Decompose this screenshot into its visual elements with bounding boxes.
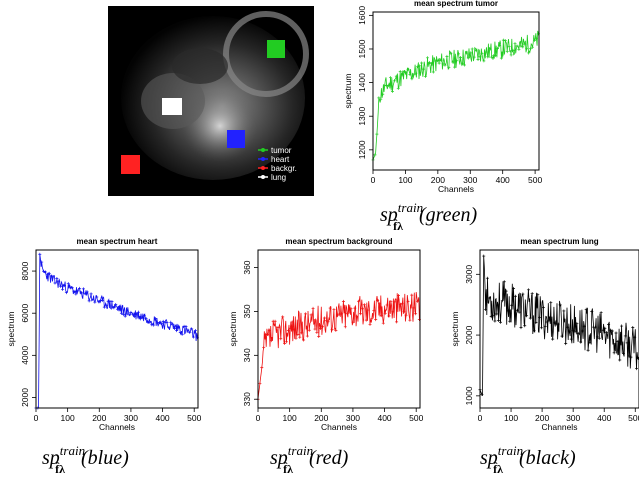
y-tick-label: 3000 bbox=[464, 265, 474, 284]
series-line bbox=[36, 254, 198, 409]
y-tick-label: 2000 bbox=[464, 325, 474, 344]
y-axis-label: spectrum bbox=[450, 312, 460, 347]
roi-heart bbox=[227, 130, 245, 148]
y-axis-label: spectrum bbox=[228, 312, 238, 347]
x-tick-label: 0 bbox=[478, 413, 483, 423]
series-line bbox=[257, 291, 420, 400]
y-tick-label: 360 bbox=[242, 260, 252, 274]
legend-marker bbox=[261, 148, 265, 152]
caption-red: sptrainf̂λ (red) bbox=[270, 443, 349, 476]
x-tick-label: 500 bbox=[628, 413, 639, 423]
y-tick-label: 1600 bbox=[357, 6, 367, 25]
plot-frame bbox=[479, 249, 639, 409]
plot-frame bbox=[257, 249, 421, 409]
y-tick-label: 8000 bbox=[20, 261, 30, 280]
x-tick-label: 400 bbox=[155, 413, 169, 423]
y-axis-label: spectrum bbox=[6, 312, 16, 347]
x-tick-label: 0 bbox=[371, 175, 376, 185]
x-tick-label: 400 bbox=[496, 175, 510, 185]
x-tick-label: 500 bbox=[409, 413, 423, 423]
y-tick-label: 350 bbox=[242, 304, 252, 318]
chart-heart: mean spectrum heart 0 100 200 300 400 500 2000 4… bbox=[6, 237, 202, 432]
chart-background: mean spectrum background 0 100 200 300 400 500… bbox=[228, 237, 424, 432]
y-axis-label: spectrum bbox=[343, 74, 353, 109]
plot-frame bbox=[35, 249, 199, 409]
series-line bbox=[479, 256, 639, 396]
x-tick-label: 400 bbox=[377, 413, 391, 423]
x-tick-label: 200 bbox=[535, 413, 549, 423]
legend-marker bbox=[261, 166, 265, 170]
x-axis-label: Channels bbox=[321, 422, 357, 432]
x-axis-label: Channels bbox=[99, 422, 135, 432]
x-tick-label: 500 bbox=[187, 413, 201, 423]
y-tick-label: 4000 bbox=[20, 346, 30, 365]
plot-frame bbox=[372, 11, 540, 171]
x-axis-label: Channels bbox=[542, 422, 578, 432]
x-tick-label: 200 bbox=[431, 175, 445, 185]
chart-title: mean spectrum heart bbox=[77, 237, 158, 246]
y-tick-label: 330 bbox=[242, 392, 252, 406]
x-tick-label: 100 bbox=[283, 413, 297, 423]
legend-label: tumor bbox=[271, 146, 292, 155]
legend-label: heart bbox=[271, 155, 290, 164]
x-tick-label: 300 bbox=[566, 413, 580, 423]
chart-lung: mean spectrum lung 0 100 200 300 400 500 1000 20… bbox=[450, 237, 639, 432]
x-tick-label: 200 bbox=[92, 413, 106, 423]
x-tick-label: 300 bbox=[124, 413, 138, 423]
y-tick-label: 1400 bbox=[357, 73, 367, 92]
y-tick-label: 1200 bbox=[357, 140, 367, 159]
x-tick-label: 100 bbox=[504, 413, 518, 423]
x-tick-label: 300 bbox=[346, 413, 360, 423]
chart-title: mean spectrum lung bbox=[520, 237, 598, 246]
chart-title: mean spectrum background bbox=[285, 237, 392, 246]
y-tick-label: 6000 bbox=[20, 303, 30, 322]
legend-label: lung bbox=[271, 173, 286, 182]
y-tick-label: 1000 bbox=[464, 386, 474, 405]
caption-green: sptrainf̂λ (green) bbox=[380, 200, 478, 233]
roi-tumor bbox=[267, 40, 285, 58]
x-tick-label: 400 bbox=[597, 413, 611, 423]
legend-label: backgr. bbox=[271, 164, 297, 173]
x-axis-label: Channels bbox=[438, 184, 474, 194]
chart-title: mean spectrum tumor bbox=[414, 0, 498, 8]
legend-marker bbox=[261, 157, 265, 161]
x-tick-label: 0 bbox=[34, 413, 39, 423]
roi-lung bbox=[162, 98, 182, 115]
y-tick-label: 2000 bbox=[20, 388, 30, 407]
legend-marker bbox=[261, 175, 265, 179]
caption-black: sptrainf̂λ (black) bbox=[480, 443, 576, 476]
series-markers bbox=[34, 252, 199, 410]
y-tick-label: 340 bbox=[242, 348, 252, 362]
x-tick-label: 100 bbox=[61, 413, 75, 423]
caption-blue: sptrainf̂λ (blue) bbox=[42, 443, 129, 476]
x-tick-label: 200 bbox=[314, 413, 328, 423]
y-tick-label: 1300 bbox=[357, 106, 367, 125]
x-tick-label: 500 bbox=[528, 175, 542, 185]
x-tick-label: 300 bbox=[463, 175, 477, 185]
chart-tumor: mean spectrum tumor 0 100 200 300 400 500 1200 1… bbox=[343, 0, 542, 194]
x-tick-label: 100 bbox=[398, 175, 412, 185]
y-tick-label: 1500 bbox=[357, 39, 367, 58]
roi-background bbox=[121, 155, 140, 174]
x-tick-label: 0 bbox=[256, 413, 261, 423]
